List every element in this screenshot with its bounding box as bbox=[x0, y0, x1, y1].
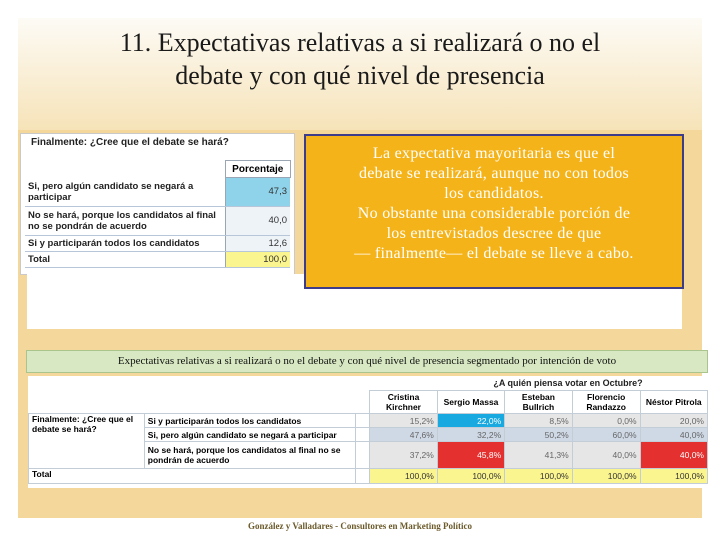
callout-line: — finalmente— el debate se lleve a cabo. bbox=[354, 245, 634, 262]
row-label: No se hará, porque los candidatos al fin… bbox=[25, 206, 226, 236]
summary-table-title: Finalmente: ¿Cree que el debate se hará? bbox=[31, 137, 229, 148]
cell-value: 41,3% bbox=[504, 441, 573, 469]
callout-line: La expectativa mayoritaria es que el bbox=[372, 145, 616, 162]
cell-value: 40,0% bbox=[571, 441, 641, 469]
row-value: 47,3 bbox=[225, 177, 290, 207]
cell-value: 47,6% bbox=[369, 427, 438, 442]
total-value: 100,0% bbox=[504, 468, 573, 484]
row-label: Si y participarán todos los candidatos bbox=[25, 235, 226, 252]
candidate-header: Esteban Bullrich bbox=[504, 390, 573, 414]
candidate-group-header: ¿A quién piensa votar en Octubre? bbox=[493, 378, 643, 388]
callout-box: La expectativa mayoritaria es que el deb… bbox=[304, 134, 684, 289]
total-label: Total bbox=[28, 468, 356, 484]
cell-value: 60,0% bbox=[571, 427, 641, 442]
callout-line: debate se realizará, aunque no con todos bbox=[358, 165, 630, 182]
row-value: 40,0 bbox=[225, 206, 290, 236]
total-value: 100,0% bbox=[436, 468, 506, 484]
row-label: Total bbox=[25, 251, 226, 268]
table-row-total: Total 100,0 bbox=[25, 251, 290, 268]
cell-value: 20,0% bbox=[639, 413, 709, 428]
summary-table: Porcentaje Si, pero algún candidato se n… bbox=[25, 160, 291, 268]
callout-line: No obstante una considerable porción de bbox=[357, 205, 631, 222]
option-label: Si y participarán todos los candidatos bbox=[143, 413, 356, 428]
cell-value: 40,0% bbox=[639, 441, 709, 469]
summary-table-panel: Finalmente: ¿Cree que el debate se hará?… bbox=[20, 133, 295, 275]
table-row: Finalmente: ¿Cree que el debate se hará?… bbox=[28, 413, 709, 469]
question-label: Finalmente: ¿Cree que el debate se hará? bbox=[28, 413, 145, 469]
title-band bbox=[18, 18, 702, 130]
cell-value: 8,5% bbox=[504, 413, 573, 428]
segmented-table: Cristina Kirchner Sergio Massa Esteban B… bbox=[28, 390, 709, 484]
cell-value: 15,2% bbox=[369, 413, 438, 428]
cell-value: 37,2% bbox=[369, 441, 438, 469]
footer: González y Valladares - Consultores en M… bbox=[18, 518, 702, 540]
cell-value: 50,2% bbox=[504, 427, 573, 442]
footer-text: González y Valladares - Consultores en M… bbox=[248, 521, 472, 531]
table-row: Si, pero algún candidato se negará a par… bbox=[25, 177, 290, 207]
column-header-porcentaje: Porcentaje bbox=[225, 160, 291, 178]
segmented-table-caption: Expectativas relativas a si realizará o … bbox=[26, 350, 708, 373]
option-label: No se hará, porque los candidatos al fin… bbox=[143, 441, 356, 469]
candidate-header: Sergio Massa bbox=[436, 390, 506, 414]
cell-value: 40,0% bbox=[639, 427, 709, 442]
candidate-header: Néstor Pitrola bbox=[639, 390, 709, 414]
candidate-header: Cristina Kirchner bbox=[369, 390, 438, 414]
cell-value: 32,2% bbox=[436, 427, 506, 442]
callout-line: los candidatos. bbox=[444, 185, 544, 202]
slide-title: 11. Expectativas relativas a si realizar… bbox=[40, 26, 680, 92]
total-value: 100,0% bbox=[369, 468, 438, 484]
segmented-table-panel: ¿A quién piensa votar en Octubre? Cristi… bbox=[28, 376, 709, 488]
callout-line: los entrevistados descree de que bbox=[386, 225, 602, 242]
cell-value: 0,0% bbox=[571, 413, 641, 428]
candidate-header: Florencio Randazzo bbox=[571, 390, 641, 414]
title-line-2: debate y con qué nivel de presencia bbox=[175, 61, 545, 90]
table-row: No se hará, porque los candidatos al fin… bbox=[25, 206, 290, 236]
row-label: Si, pero algún candidato se negará a par… bbox=[25, 177, 226, 207]
cell-value: 22,0% bbox=[436, 413, 506, 428]
cell-value: 45,8% bbox=[436, 441, 506, 469]
table-row-total: Total 100,0% 100,0% 100,0% 100,0% 100,0% bbox=[28, 468, 709, 484]
total-value: 100,0% bbox=[571, 468, 641, 484]
row-value: 12,6 bbox=[225, 235, 290, 252]
table-row: Si y participarán todos los candidatos 1… bbox=[25, 235, 290, 252]
row-value: 100,0 bbox=[225, 251, 290, 268]
table-row: Si, pero algún candidato se negará a par… bbox=[29, 427, 709, 442]
option-label: Si, pero algún candidato se negará a par… bbox=[143, 427, 356, 442]
total-value: 100,0% bbox=[639, 468, 709, 484]
title-line-1: 11. Expectativas relativas a si realizar… bbox=[119, 28, 601, 57]
